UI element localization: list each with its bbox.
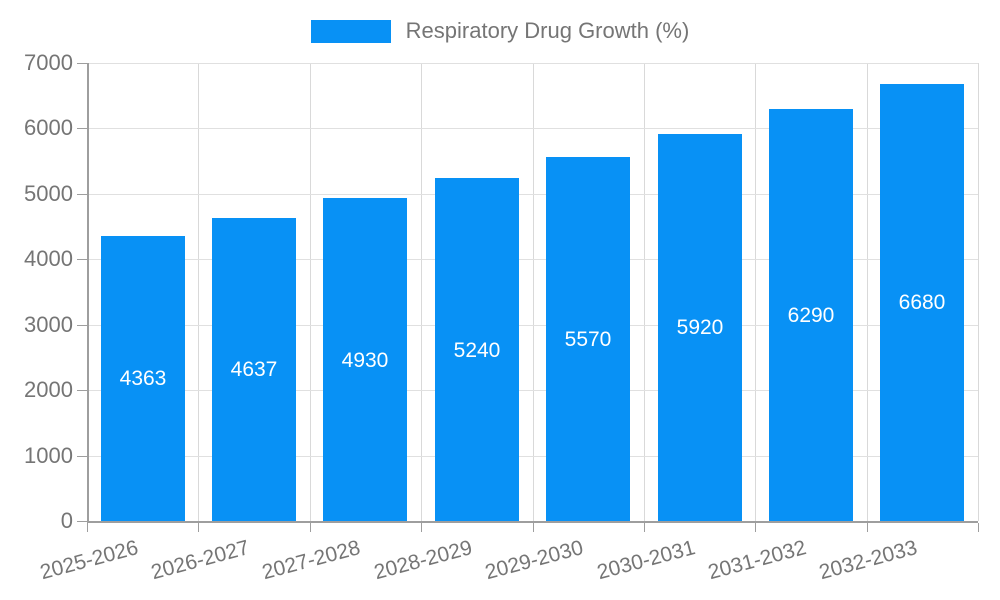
- x-tick-mark: [198, 523, 200, 532]
- y-tick-label: 6000: [24, 115, 73, 141]
- x-axis-line: [87, 521, 978, 523]
- legend-label: Respiratory Drug Growth (%): [405, 18, 690, 43]
- bar-value-label: 6290: [787, 304, 835, 327]
- y-tick-label: 3000: [24, 311, 73, 337]
- grid-line-vertical: [532, 63, 534, 521]
- x-tick-mark: [643, 523, 645, 532]
- bar: [435, 178, 519, 521]
- bar: [212, 217, 296, 521]
- grid-line-horizontal: [87, 455, 978, 457]
- bar-value-label: 6680: [898, 291, 946, 314]
- bar: [546, 156, 630, 521]
- y-tick-mark: [77, 193, 87, 195]
- grid-line-vertical: [978, 63, 979, 521]
- y-tick-label: 5000: [24, 180, 73, 206]
- bar: [769, 109, 853, 521]
- grid-line-horizontal: [87, 128, 978, 130]
- y-tick-label: 7000: [24, 50, 73, 75]
- grid-line-vertical: [309, 63, 311, 521]
- bar: [101, 235, 185, 521]
- grid-line-horizontal: [87, 324, 978, 326]
- y-tick-mark: [77, 63, 87, 64]
- x-tick-mark: [87, 523, 88, 532]
- bar-value-label: 5240: [453, 339, 501, 362]
- y-tick-mark: [77, 521, 87, 522]
- grid-line-vertical: [421, 63, 423, 521]
- y-axis-line: [87, 63, 89, 523]
- y-tick-mark: [77, 455, 87, 457]
- x-tick-mark: [978, 523, 979, 532]
- y-tick-mark: [77, 324, 87, 326]
- x-tick-mark: [309, 523, 311, 532]
- grid-line-vertical: [866, 63, 868, 521]
- y-tick-label: 2000: [24, 377, 73, 403]
- grid-line-vertical: [198, 63, 200, 521]
- bar: [880, 83, 964, 521]
- y-tick-label: 4000: [24, 246, 73, 272]
- x-tick-mark: [866, 523, 868, 532]
- bar-value-label: 4363: [119, 367, 167, 390]
- grid-line-horizontal: [87, 259, 978, 261]
- y-tick-mark: [77, 259, 87, 261]
- bar-value-label: 5920: [676, 316, 724, 339]
- y-tick-mark: [77, 128, 87, 130]
- bar: [658, 133, 742, 521]
- bar-value-label: 4637: [230, 358, 278, 381]
- y-tick-mark: [77, 390, 87, 392]
- y-tick-label: 1000: [24, 442, 73, 468]
- legend: Respiratory Drug Growth (%): [0, 18, 1000, 44]
- x-tick-mark: [532, 523, 534, 532]
- grid-line-horizontal: [87, 390, 978, 392]
- x-tick-mark: [421, 523, 423, 532]
- y-tick-label: 0: [60, 508, 73, 533]
- legend-swatch: [310, 19, 391, 43]
- grid-line-vertical: [755, 63, 757, 521]
- bar-value-label: 5570: [564, 328, 612, 351]
- bar-value-label: 4930: [341, 349, 389, 372]
- grid-line-horizontal: [87, 193, 978, 195]
- grid-line-vertical: [643, 63, 645, 521]
- bar: [323, 198, 407, 521]
- grid-line-horizontal: [87, 63, 978, 64]
- x-tick-mark: [755, 523, 757, 532]
